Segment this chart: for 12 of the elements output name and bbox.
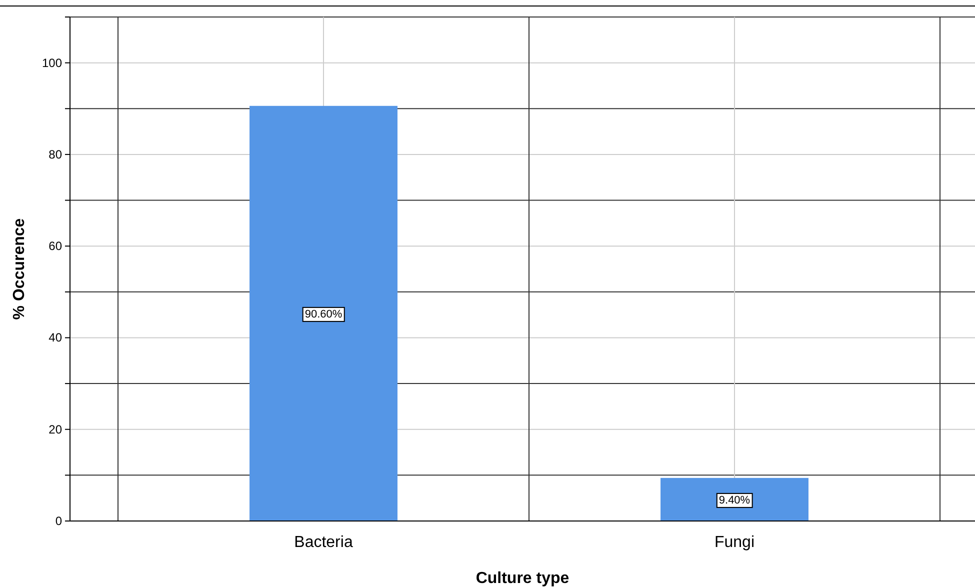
y-tick-label: 100 bbox=[42, 56, 62, 70]
x-tick-label: Bacteria bbox=[294, 534, 353, 551]
y-tick-label: 40 bbox=[48, 330, 62, 345]
y-tick-label: 20 bbox=[48, 422, 62, 436]
y-tick-label: 60 bbox=[48, 239, 62, 254]
y-axis-title: % Occurence bbox=[11, 218, 28, 320]
data-label: 90.60% bbox=[304, 308, 342, 320]
data-label: 9.40% bbox=[718, 494, 750, 506]
y-tick-label: 0 bbox=[55, 514, 62, 528]
x-axis-title: Culture type bbox=[476, 570, 570, 587]
x-tick-label: Fungi bbox=[714, 534, 755, 551]
y-tick-label: 80 bbox=[48, 147, 62, 162]
